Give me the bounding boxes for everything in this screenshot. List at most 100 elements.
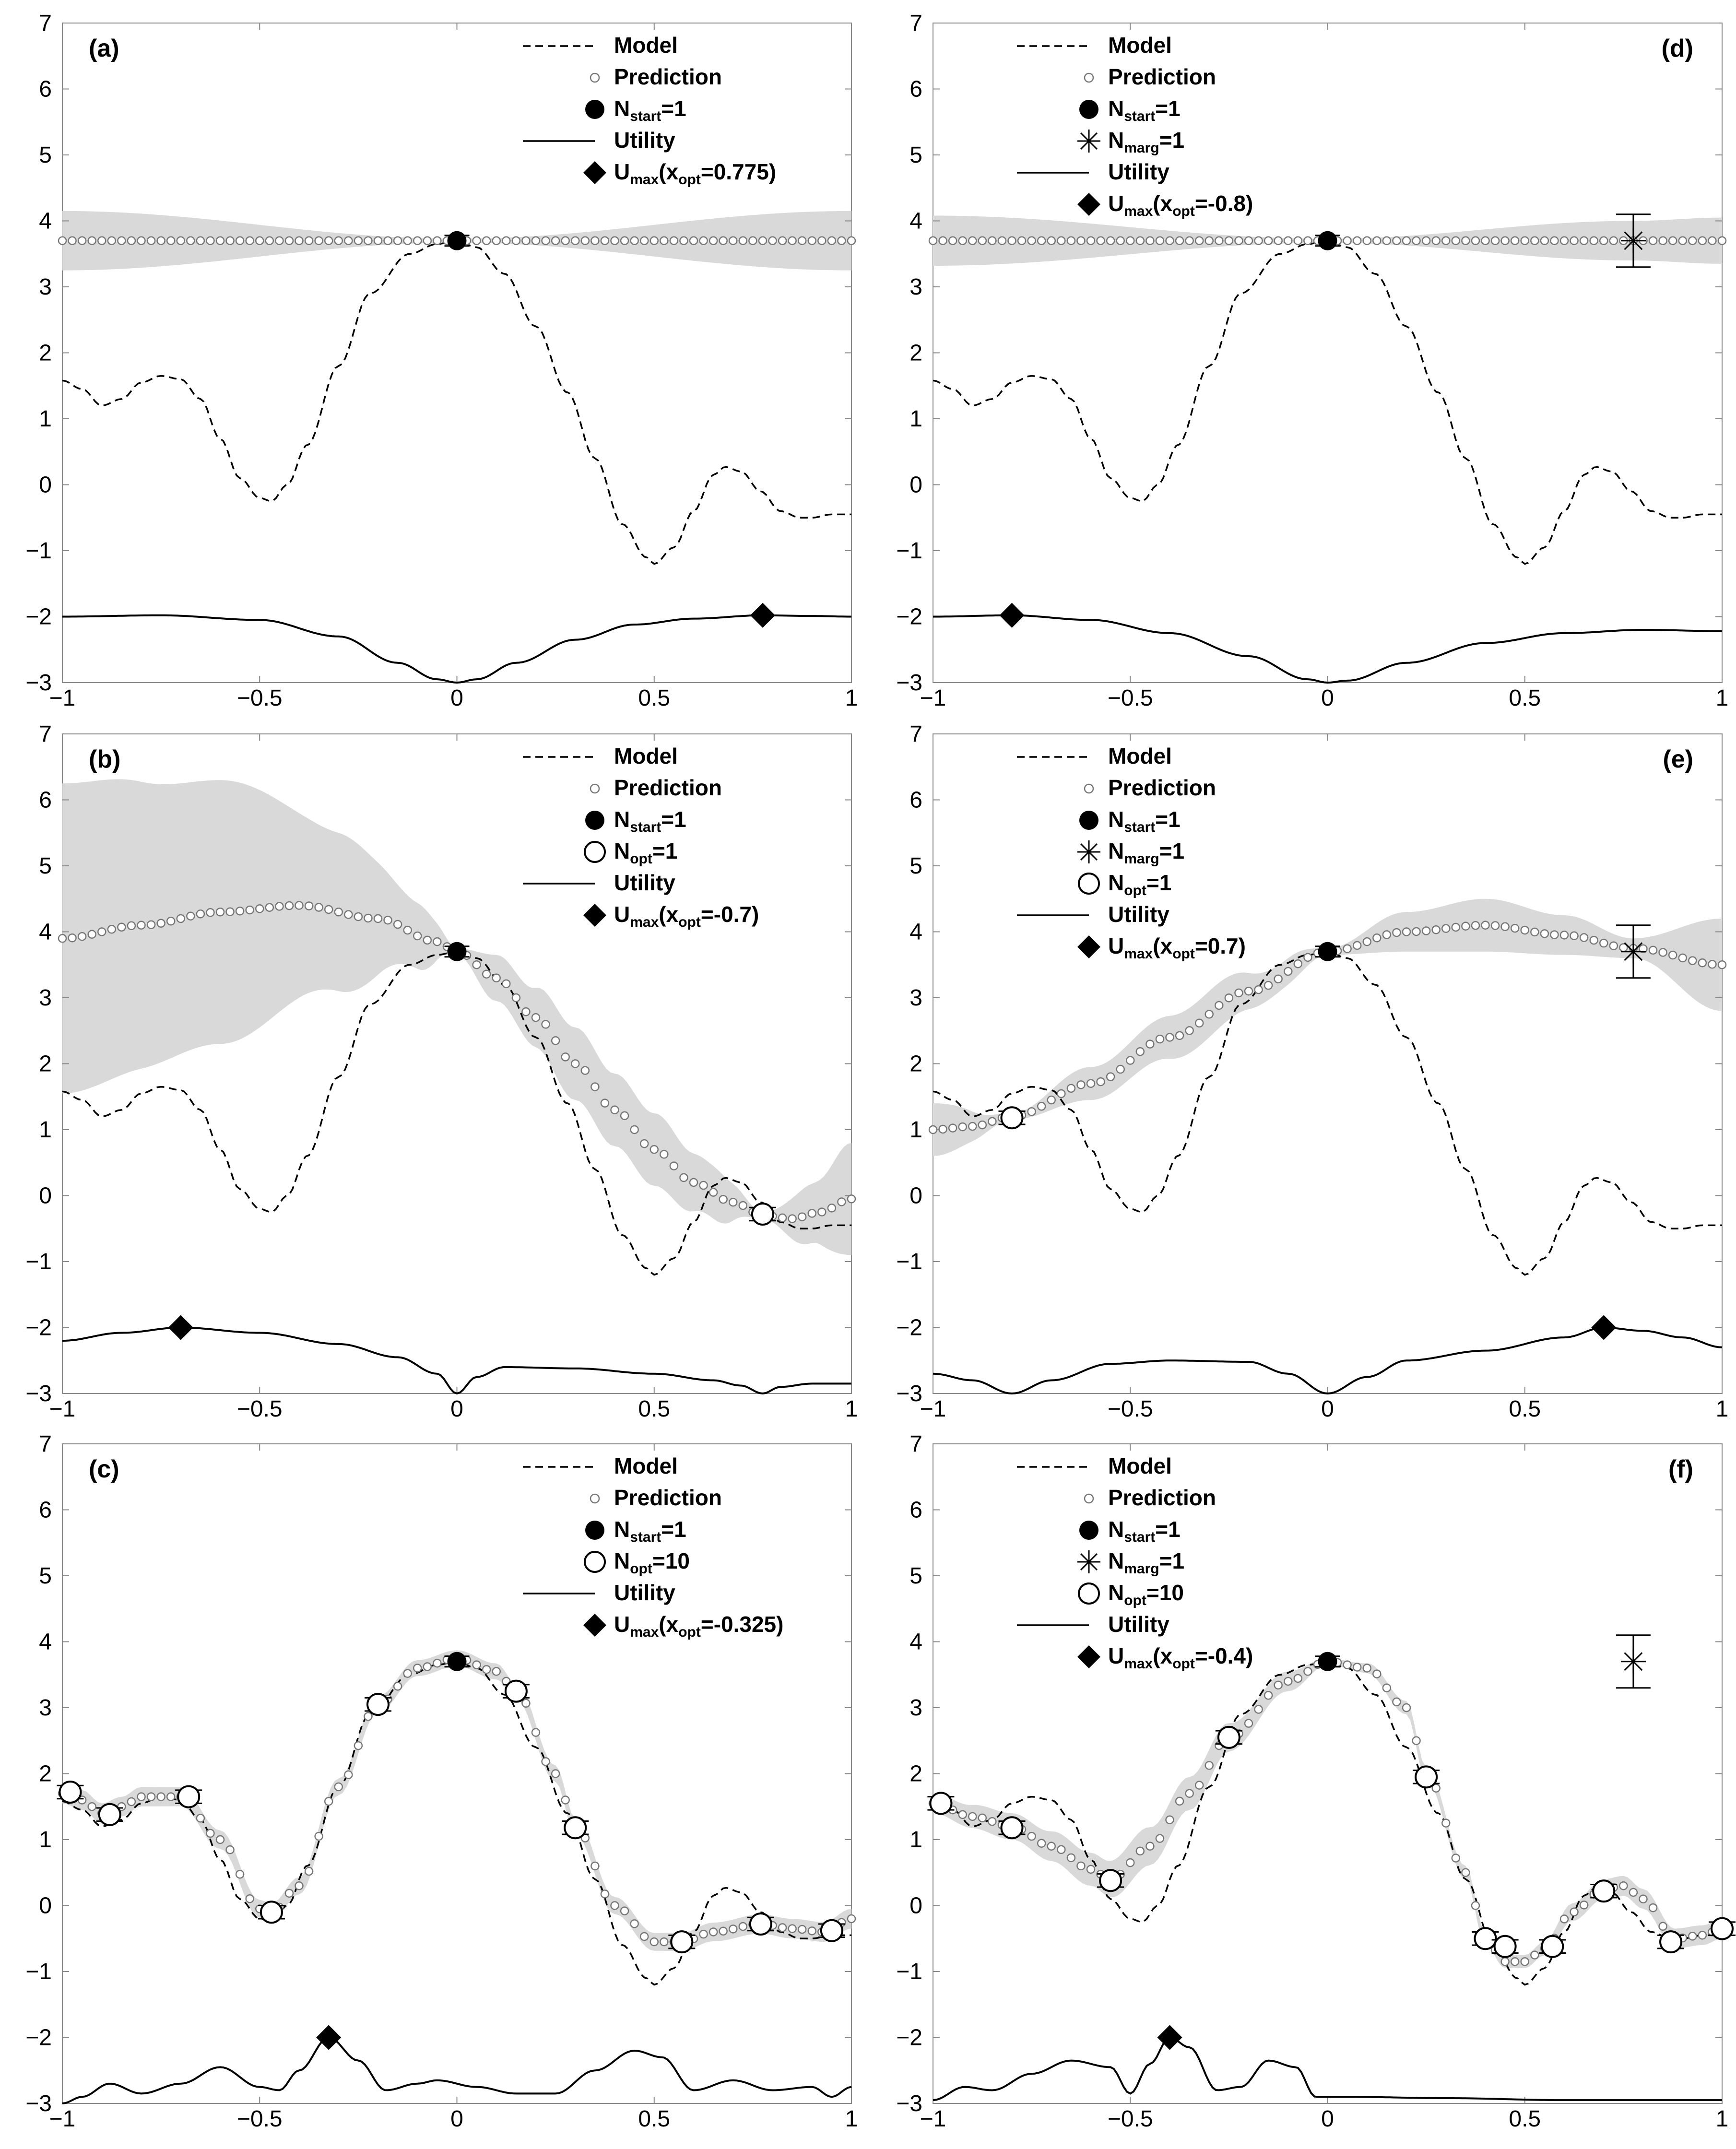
prediction-point xyxy=(1510,236,1520,245)
prediction-point xyxy=(1570,236,1579,245)
prediction-point xyxy=(295,236,304,245)
prediction-point xyxy=(206,236,215,245)
prediction-point xyxy=(1205,1761,1214,1770)
prediction-point xyxy=(1027,1831,1036,1841)
prediction-point xyxy=(1579,1901,1589,1910)
prediction-point xyxy=(1698,1931,1707,1940)
prediction-point xyxy=(1510,923,1520,933)
y-tick-label: 2 xyxy=(39,1761,52,1787)
x-tick-label: 0 xyxy=(1321,685,1334,711)
prediction-point xyxy=(354,912,363,921)
prediction-point xyxy=(1057,1089,1066,1098)
prediction-point xyxy=(1017,236,1027,245)
y-tick-label: 1 xyxy=(909,1117,922,1143)
prediction-point xyxy=(958,236,967,245)
legend-label: Model xyxy=(614,1453,678,1478)
y-tick-label: 0 xyxy=(39,1183,52,1209)
prediction-point xyxy=(403,925,412,935)
prediction-point xyxy=(502,979,511,989)
y-tick-label: −2 xyxy=(896,2025,922,2051)
prediction-point xyxy=(137,236,146,245)
prediction-point xyxy=(1461,1868,1470,1877)
y-tick-label: −2 xyxy=(896,604,922,630)
prediction-point xyxy=(472,1660,481,1669)
prediction-point xyxy=(1412,236,1421,245)
prediction-point xyxy=(1106,236,1115,245)
prediction-point xyxy=(225,907,235,916)
y-tick-label: 6 xyxy=(39,1498,52,1523)
legend-symbol-filled-circle xyxy=(585,100,604,119)
prediction-point xyxy=(1096,1077,1105,1086)
y-tick-label: −3 xyxy=(896,670,922,696)
panel-label: (b) xyxy=(89,745,120,773)
prediction-point xyxy=(1461,236,1470,245)
legend-symbol-filled-circle xyxy=(1079,100,1098,119)
prediction-point xyxy=(304,1866,314,1876)
prediction-point xyxy=(1057,236,1066,245)
prediction-point xyxy=(541,1020,550,1029)
prediction-point xyxy=(1175,1031,1184,1040)
prediction-point xyxy=(1471,921,1480,930)
prediction-point xyxy=(630,1125,639,1134)
y-tick-label: 3 xyxy=(39,274,52,300)
prediction-point xyxy=(1451,1854,1461,1863)
start-point xyxy=(447,942,467,961)
prediction-point xyxy=(1589,935,1598,945)
prediction-point xyxy=(738,1922,748,1931)
prediction-point xyxy=(620,236,629,245)
prediction-point xyxy=(1274,1680,1283,1690)
prediction-point xyxy=(729,236,738,245)
y-tick-label: 5 xyxy=(39,853,52,879)
prediction-point xyxy=(58,934,67,943)
prediction-point xyxy=(492,973,501,982)
prediction-point xyxy=(1007,236,1016,245)
prediction-point xyxy=(1589,236,1598,245)
prediction-point xyxy=(1392,236,1401,245)
prediction-point xyxy=(1086,1079,1096,1088)
prediction-point xyxy=(978,236,987,245)
marg-point-asterisk xyxy=(1624,231,1643,250)
prediction-point xyxy=(1431,236,1441,245)
prediction-point xyxy=(1343,236,1352,245)
prediction-point xyxy=(551,1036,560,1045)
utility-curve xyxy=(933,614,1723,684)
y-tick-label: 5 xyxy=(909,142,922,168)
prediction-point xyxy=(1194,1781,1204,1790)
prediction-point xyxy=(206,908,215,917)
prediction-point xyxy=(146,1792,156,1801)
prediction-point xyxy=(156,1792,165,1801)
prediction-point xyxy=(235,906,245,916)
prediction-point xyxy=(1421,236,1431,245)
y-tick-label: 5 xyxy=(39,1563,52,1589)
prediction-point xyxy=(788,236,797,245)
prediction-point xyxy=(1194,1018,1204,1028)
model-curve xyxy=(62,240,851,565)
y-tick-label: 0 xyxy=(909,1183,922,1209)
prediction-point xyxy=(1609,236,1618,245)
x-tick-label: 0.5 xyxy=(1509,1396,1541,1422)
prediction-point xyxy=(1086,1865,1096,1874)
prediction-point xyxy=(344,236,353,245)
x-tick-label: 0.5 xyxy=(638,685,670,711)
prediction-point xyxy=(166,236,176,245)
panel-label: (e) xyxy=(1663,745,1693,773)
prediction-point xyxy=(1540,929,1549,938)
prediction-point xyxy=(1215,1001,1224,1010)
y-tick-label: 4 xyxy=(39,209,52,234)
prediction-point xyxy=(958,1810,967,1819)
prediction-point xyxy=(77,236,87,245)
prediction-point xyxy=(590,236,600,245)
y-tick-label: 2 xyxy=(909,1051,922,1077)
prediction-point xyxy=(1550,930,1559,939)
prediction-point xyxy=(413,236,422,245)
prediction-point xyxy=(719,236,728,245)
prediction-point xyxy=(729,1198,738,1207)
model-curve xyxy=(933,951,1722,1276)
prediction-point xyxy=(650,1937,659,1947)
prediction-point xyxy=(660,1937,669,1947)
prediction-point xyxy=(778,236,787,245)
prediction-point xyxy=(709,1188,718,1197)
legend-symbol-open-circle xyxy=(1078,873,1100,895)
prediction-point xyxy=(1412,1736,1421,1745)
prediction-point xyxy=(1372,933,1382,943)
